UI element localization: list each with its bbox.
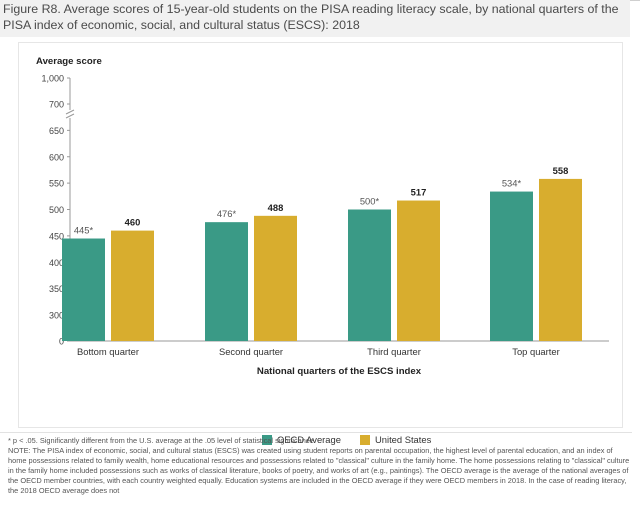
y-tick-label: 500: [49, 205, 64, 215]
bar-value-label-oecd-0: 445*: [74, 225, 94, 236]
y-tick-label: 600: [49, 152, 64, 162]
y-tick-label: 450: [49, 231, 64, 241]
y-axis-title: Average score: [36, 56, 102, 67]
legend-swatch-us: [360, 435, 370, 445]
y-tick-label: 700: [49, 100, 64, 110]
y-tick-label: 1,000: [41, 74, 64, 84]
x-tick-label: Second quarter: [219, 346, 283, 357]
bar-oecd-1: [205, 222, 248, 341]
bar-value-label-us-3: 558: [553, 165, 569, 176]
figure-title-bar: Figure R8. Average scores of 15-year-old…: [0, 0, 630, 37]
x-tick-label: Third quarter: [367, 346, 421, 357]
bar-oecd-2: [348, 209, 391, 341]
methodology-note: NOTE: The PISA index of economic, social…: [8, 446, 630, 495]
y-tick-label: 550: [49, 179, 64, 189]
x-tick-label: Bottom quarter: [77, 346, 139, 357]
bar-value-label-us-1: 488: [268, 202, 284, 213]
legend-label-us: United States: [375, 434, 432, 445]
y-axis-break-mark: [65, 109, 75, 115]
bar-us-2: [397, 200, 440, 341]
figure-title: Figure R8. Average scores of 15-year-old…: [3, 2, 619, 32]
y-tick-label: 350: [49, 284, 64, 294]
bar-value-label-oecd-3: 534*: [502, 178, 522, 189]
notes-divider: [0, 432, 632, 433]
y-axis-break-mark: [65, 113, 75, 119]
y-tick-label: 300: [49, 311, 64, 321]
x-axis-title: National quarters of the ESCS index: [257, 366, 422, 377]
y-tick-label: 400: [49, 258, 64, 268]
bar-us-3: [539, 178, 582, 341]
significance-note: * p < .05. Significantly different from …: [8, 436, 316, 445]
bar-chart: Average score 0 300 350 400 450 500 550 600 650 70…: [36, 56, 609, 377]
bar-oecd-0: [62, 238, 105, 341]
x-tick-label: Top quarter: [512, 346, 559, 357]
bar-value-label-oecd-2: 500*: [360, 196, 380, 207]
chart-panel: Average score 0 300 350 400 450 500 550 600 650 70…: [18, 42, 623, 445]
bar-value-label-oecd-1: 476*: [217, 208, 237, 219]
y-tick-label: 650: [49, 126, 64, 136]
bar-oecd-3: [490, 191, 533, 341]
bar-us-1: [254, 215, 297, 341]
y-tick-label: 0: [59, 337, 64, 347]
bar-value-label-us-0: 460: [125, 217, 141, 228]
legend-swatch-oecd: [262, 435, 272, 445]
bar-us-0: [111, 230, 154, 341]
legend-label-oecd: OECD Average: [277, 434, 341, 445]
bar-value-label-us-2: 517: [411, 187, 427, 198]
figure-notes: * p < .05. Significantly different from …: [8, 436, 630, 505]
